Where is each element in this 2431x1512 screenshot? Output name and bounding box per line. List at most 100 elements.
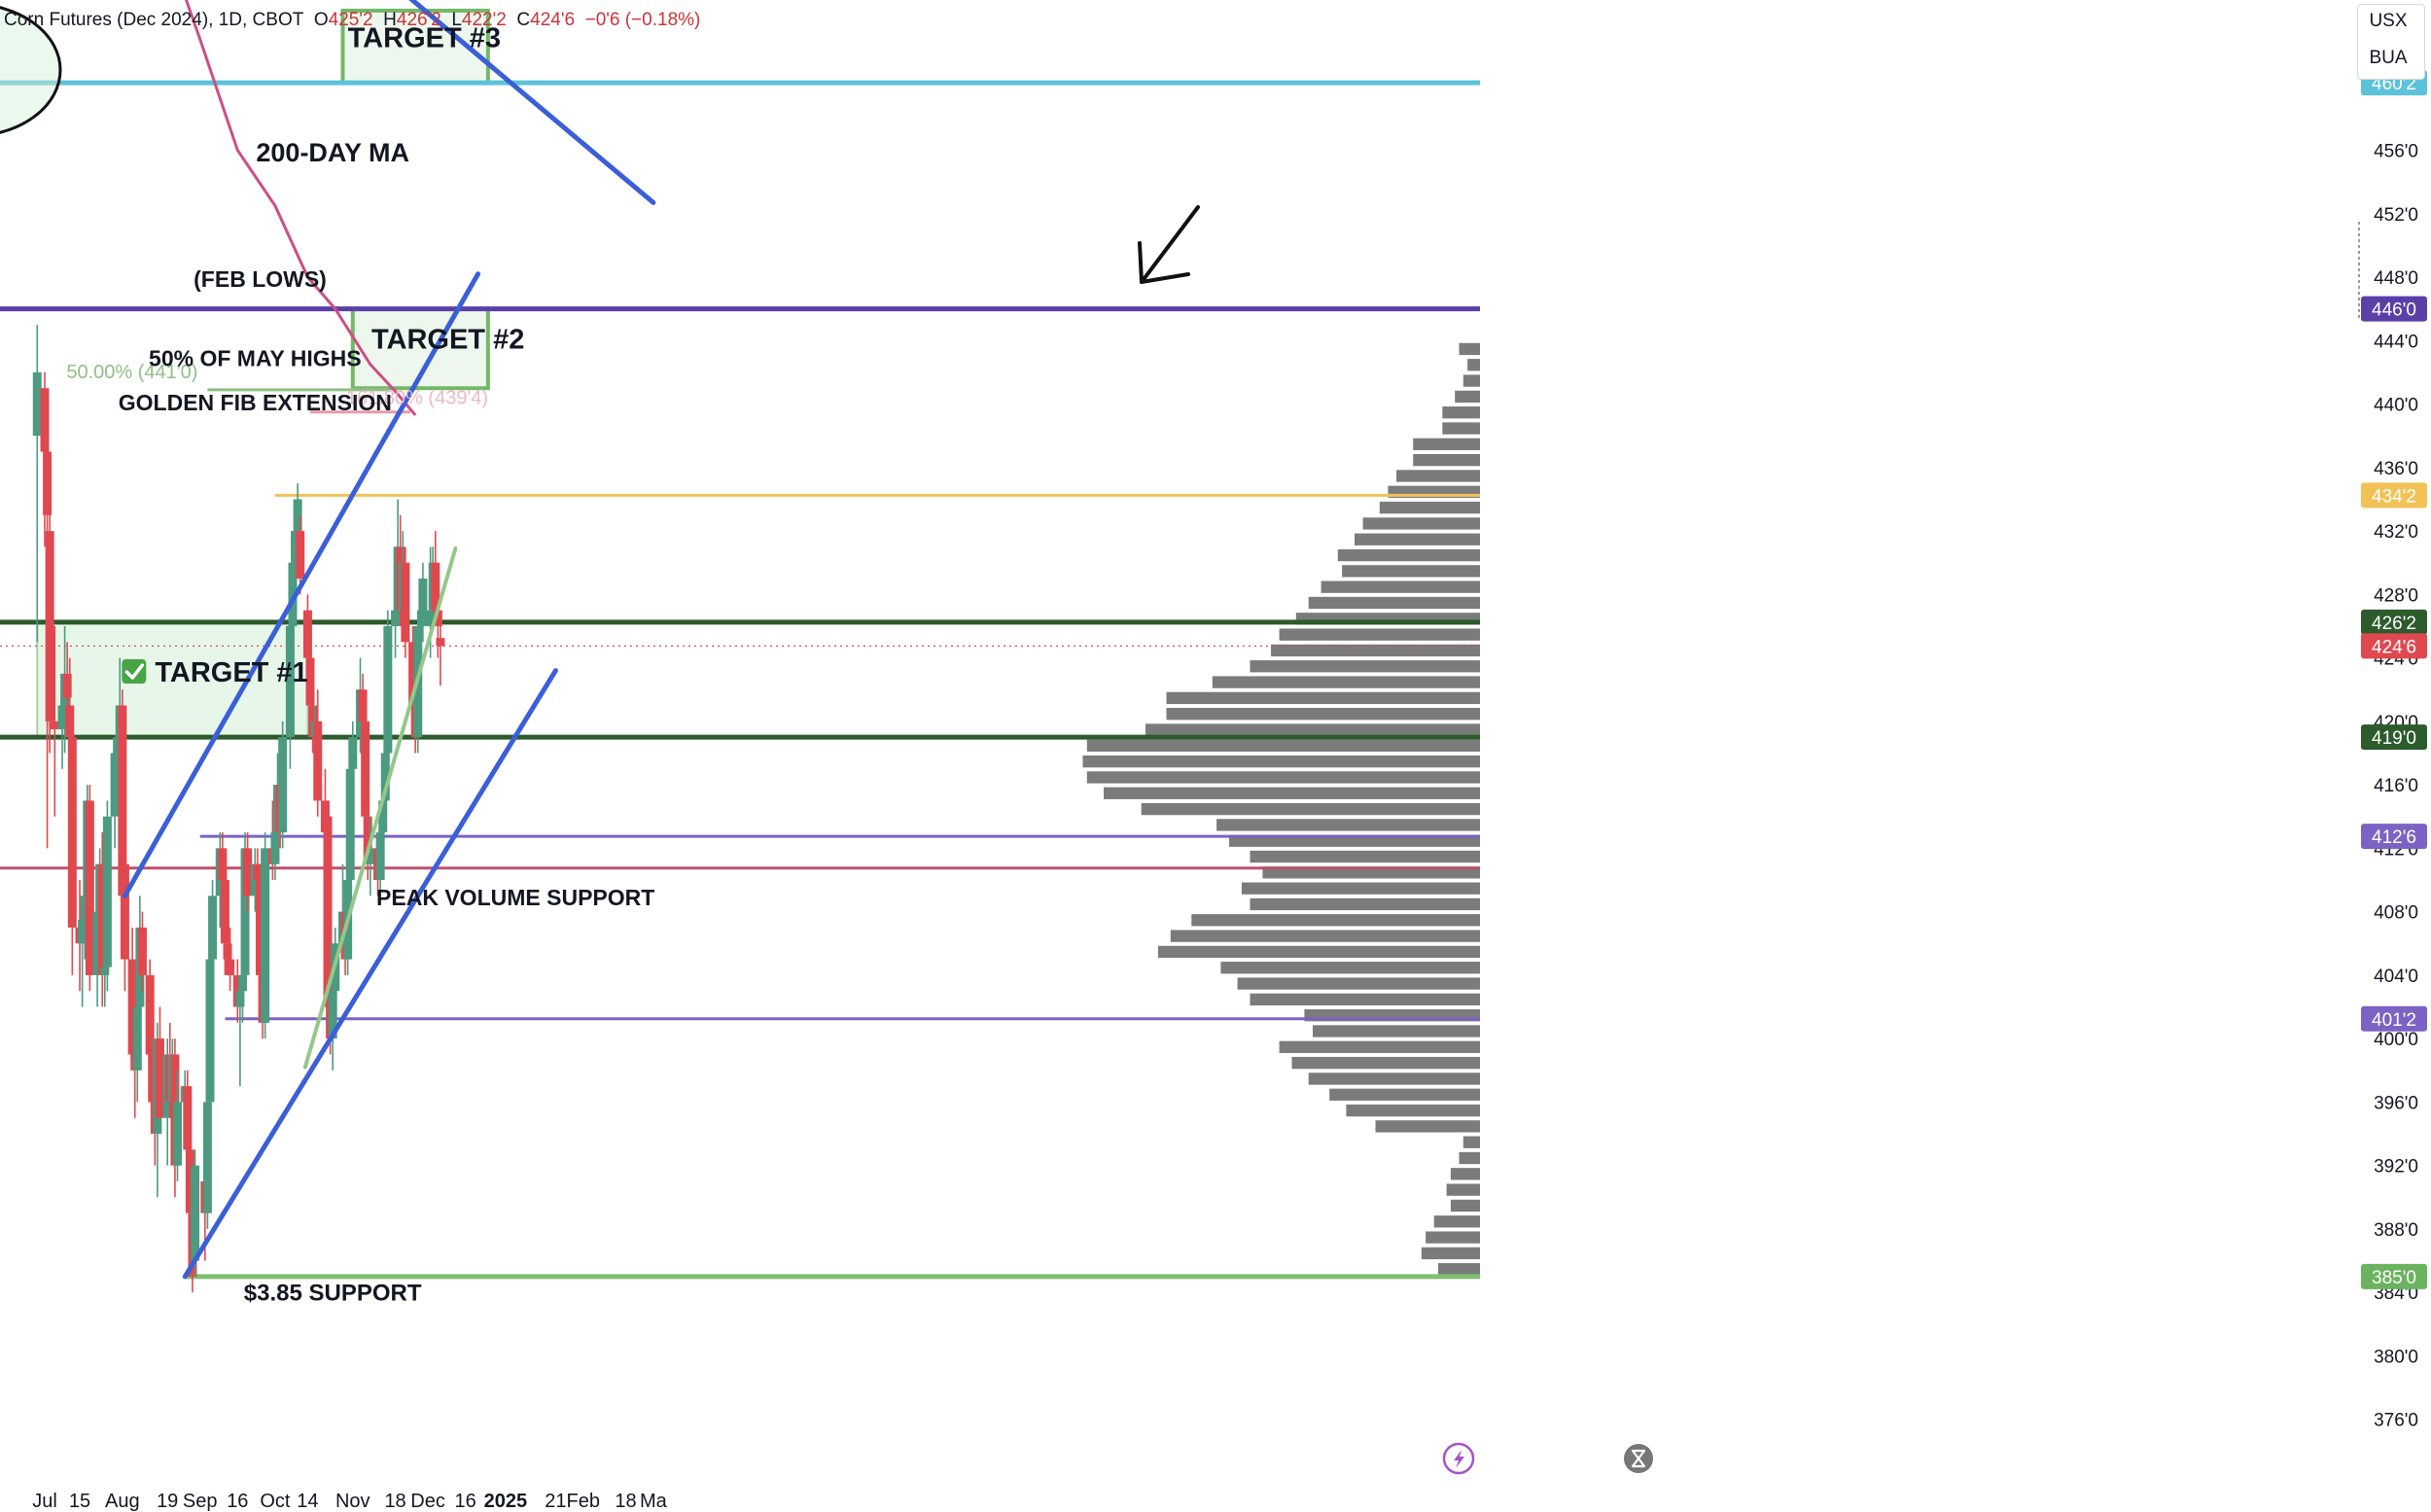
candle-body <box>45 531 54 721</box>
volume-bar <box>1220 962 1480 974</box>
candle-body <box>223 943 232 960</box>
candle-body <box>67 737 77 928</box>
candle <box>261 832 270 1039</box>
volume-bar <box>1362 517 1480 530</box>
short-uptrend-line[interactable] <box>302 546 458 1070</box>
price-tick-label: 432'0 <box>2374 522 2418 543</box>
candle <box>401 546 410 658</box>
trend-lines[interactable] <box>122 0 656 1280</box>
time-tick-label: 19 <box>157 1491 178 1512</box>
feb-lows-label: (FEB LOWS) <box>194 266 327 292</box>
volume-bar <box>1104 787 1480 799</box>
target-1-zone[interactable] <box>36 620 309 739</box>
price-badge-bg <box>2361 633 2427 659</box>
candle-body <box>291 531 300 563</box>
currency-usx[interactable]: USX <box>2369 11 2408 31</box>
candle-body <box>220 879 229 944</box>
fib-50-label: 50.00% (441'0) <box>66 362 197 383</box>
candle-body <box>65 705 75 738</box>
candle-body <box>40 388 50 452</box>
price-badge-label: 401'2 <box>2372 1010 2416 1031</box>
currency-selector[interactable] <box>2357 4 2425 80</box>
time-axis[interactable]: Jul 15 Aug 19 Sep 16 Oct 14 Nov 18 Dec 16 2025 21 Feb 1… <box>0 1442 2431 1512</box>
price-badge: 412'6 <box>2361 824 2427 850</box>
candle-body <box>433 610 442 626</box>
volume-bar <box>1426 1231 1480 1244</box>
target-3-label: TARGET #3 <box>348 22 501 53</box>
price-badge: 419'0 <box>2361 724 2427 751</box>
price-badge-bg <box>2361 1263 2427 1289</box>
open-label: O <box>313 10 329 30</box>
price-badge: 434'2 <box>2361 482 2427 509</box>
candle-body <box>218 848 228 880</box>
price-badge-bg <box>2361 824 2427 850</box>
time-tick-label: Dec <box>410 1491 445 1512</box>
price-badge-label: 419'0 <box>2372 728 2416 749</box>
price-badge-bg <box>2361 724 2427 751</box>
candle-body <box>237 974 247 992</box>
symbol-title[interactable]: Corn Futures (Dec 2024), 1D, CBOT <box>4 10 304 30</box>
candle-body <box>191 1165 200 1261</box>
price-badge-bg <box>2361 609 2427 635</box>
price-badge-label: 446'0 <box>2372 300 2416 321</box>
candle-body <box>120 863 129 960</box>
price-badge-bg <box>2361 296 2427 322</box>
candle-body <box>366 848 375 864</box>
volume-bar <box>1413 438 1480 450</box>
candle-body <box>110 753 120 817</box>
candle-body <box>363 816 372 864</box>
price-tick-label: 416'0 <box>2374 776 2418 796</box>
candle <box>235 974 245 1087</box>
volume-bar <box>1212 676 1480 688</box>
volume-profile <box>1082 342 1480 1276</box>
volume-bar <box>1467 359 1480 371</box>
target-2-label: TARGET #2 <box>371 324 524 355</box>
candle-body <box>208 896 218 960</box>
candle <box>173 1070 183 1181</box>
price-tick-label: 440'0 <box>2374 396 2418 416</box>
volume-bar <box>1237 977 1480 990</box>
close-value: 424'6 <box>530 10 576 30</box>
open-value: 425'2 <box>328 10 373 30</box>
candle-body <box>100 967 110 975</box>
volume-bar <box>1337 548 1480 562</box>
arrow-head <box>1138 241 1190 284</box>
target-1-label: TARGET #1 <box>155 657 307 688</box>
candle-body <box>375 832 385 880</box>
candle-body <box>261 848 270 1023</box>
price-tick-label: 444'0 <box>2374 332 2418 352</box>
candle-body <box>97 863 107 975</box>
target-3-zone[interactable] <box>340 8 490 86</box>
candle-body <box>288 562 298 626</box>
candle-body <box>328 991 337 1039</box>
candle-body <box>418 579 428 626</box>
volume-bar <box>1450 1199 1480 1213</box>
volume-bar <box>1433 1215 1480 1228</box>
candle-body <box>302 610 312 658</box>
support-label: $3.85 SUPPORT <box>244 1280 422 1306</box>
price-tick-label: 456'0 <box>2374 142 2418 162</box>
long-downtrend-line[interactable] <box>378 0 656 205</box>
price-badge: 446'0 <box>2361 296 2427 322</box>
volume-bar <box>1329 1088 1480 1101</box>
volume-bar <box>1396 470 1480 482</box>
channel-upper-line[interactable] <box>122 271 481 898</box>
volume-bar <box>1462 374 1480 387</box>
channel-lower-line[interactable] <box>182 668 558 1280</box>
candle-body <box>235 991 245 1007</box>
candle-body <box>62 673 72 698</box>
moving-average <box>175 0 417 416</box>
candle-body <box>378 800 388 833</box>
price-axis[interactable]: 456'0 452'0 448'0 444'0 440'0 436'0 432'0 428'0… <box>1480 0 2431 1468</box>
volume-bar <box>1250 993 1480 1006</box>
200-day-ma-line[interactable] <box>175 0 417 416</box>
volume-bar <box>1446 1183 1480 1196</box>
candle-body <box>155 1038 164 1118</box>
price-tick-label: 396'0 <box>2374 1093 2418 1113</box>
currency-bua[interactable]: BUA <box>2369 48 2408 68</box>
time-tick-label: Sep <box>183 1491 218 1512</box>
price-tick-label: 388'0 <box>2374 1220 2418 1241</box>
candle <box>348 721 358 817</box>
candle-body <box>137 927 147 975</box>
